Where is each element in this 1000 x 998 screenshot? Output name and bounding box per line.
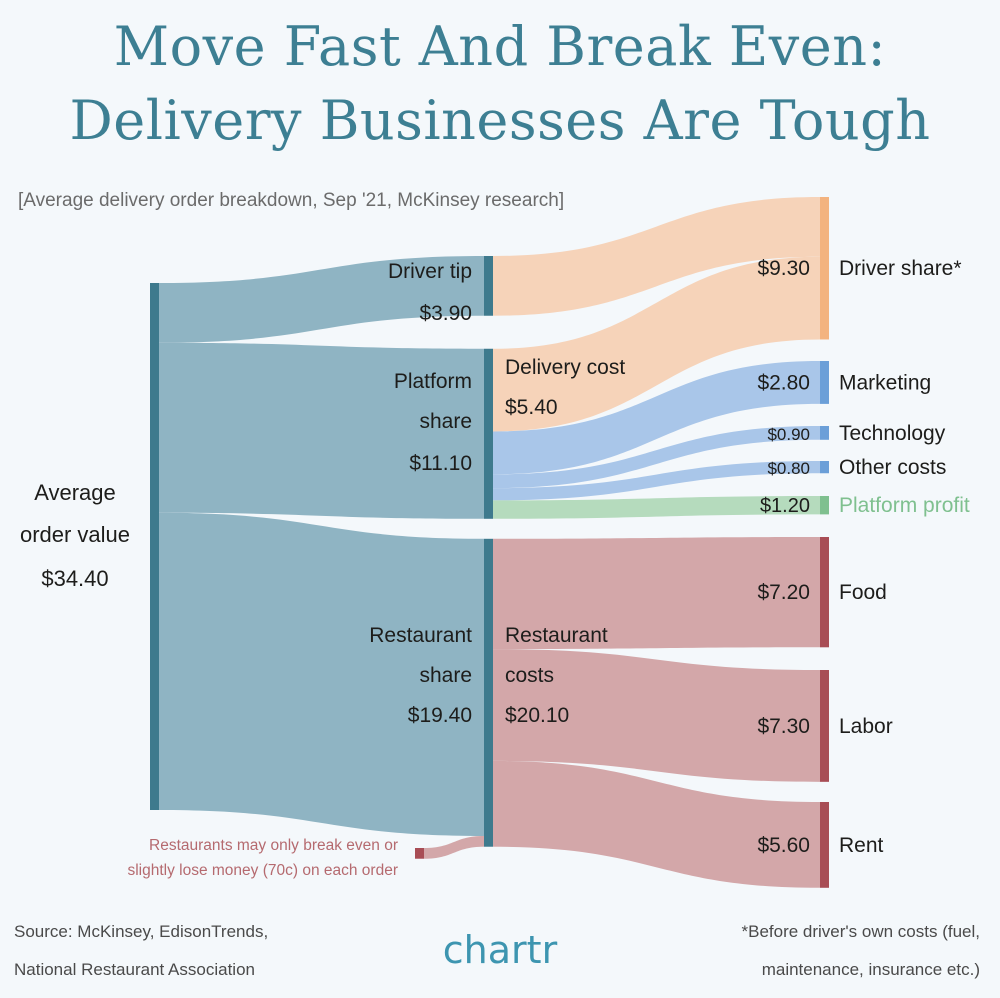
value-food: $7.20 xyxy=(757,581,810,604)
link-restaurant-share-to-rent xyxy=(493,760,820,888)
label-restaurant-share-line-1: Restaurant xyxy=(369,624,472,647)
bar-food xyxy=(820,537,829,648)
footnote: *Before driver's own costs (fuel, mainte… xyxy=(741,913,980,989)
label-driver-tip: Driver tip xyxy=(388,260,472,283)
footnote-line-2: maintenance, insurance etc.) xyxy=(761,960,980,979)
label-average-order-value-line-2: order value xyxy=(20,522,130,547)
link-platform-share-to-marketing xyxy=(493,361,820,475)
bar-driver-tip xyxy=(484,256,493,316)
restaurant-loss-bar xyxy=(415,848,424,859)
label-delivery-cost: Delivery cost xyxy=(505,356,625,379)
source-line-2: National Restaurant Association xyxy=(14,960,255,979)
link-platform-share-to-technology xyxy=(493,426,820,489)
label-restaurant-costs-line-2: costs xyxy=(505,664,554,687)
label-technology: Technology xyxy=(839,422,946,445)
value-restaurant-share: $19.40 xyxy=(408,704,472,727)
annotation-line-1: Restaurants may only break even or xyxy=(149,837,398,854)
link-restaurant-share-to-food xyxy=(493,537,820,650)
title-line-2: Delivery Businesses Are Tough xyxy=(69,89,931,152)
bar-average-order-value xyxy=(150,283,159,810)
bar-technology xyxy=(820,426,829,440)
label-restaurant-costs-line-1: Restaurant xyxy=(505,624,608,647)
value-driver-share: $9.30 xyxy=(757,257,810,280)
label-marketing: Marketing xyxy=(839,371,931,394)
bar-labor xyxy=(820,670,829,782)
annotation-line-2: slightly lose money (70c) on each order xyxy=(127,862,398,879)
value-platform-share: $11.10 xyxy=(409,452,472,475)
value-labor: $7.30 xyxy=(757,715,810,738)
value-other-costs: $0.80 xyxy=(767,459,810,478)
value-platform-profit: $1.20 xyxy=(760,495,810,517)
label-platform-profit: Platform profit xyxy=(839,494,970,517)
value-marketing: $2.80 xyxy=(757,371,810,394)
link-restaurant-share-to-labor xyxy=(493,649,820,782)
source-line-1: Source: McKinsey, EdisonTrends, xyxy=(14,922,269,941)
label-platform-share-line-2: share xyxy=(419,410,472,433)
link-average-order-value-to-restaurant-share xyxy=(159,512,484,836)
bar-platform-profit xyxy=(820,496,829,515)
link-restaurant-loss xyxy=(424,836,484,859)
link-platform-share-to-platform-profit xyxy=(493,496,820,519)
value-restaurant-costs: $20.10 xyxy=(505,704,569,727)
link-platform-share-to-other-costs xyxy=(493,461,820,501)
value-driver-tip: $3.90 xyxy=(419,302,472,325)
bar-platform-share xyxy=(484,348,493,519)
bar-driver-share xyxy=(820,197,829,340)
label-labor: Labor xyxy=(839,715,893,738)
label-food: Food xyxy=(839,581,887,604)
source-note: Source: McKinsey, EdisonTrends, National… xyxy=(14,913,268,989)
value-average-order-value: $34.40 xyxy=(41,566,108,591)
brand-logo: chartr xyxy=(442,928,558,972)
bar-restaurant-share xyxy=(484,538,493,847)
link-driver-tip-to-driver-share xyxy=(493,197,820,316)
value-rent: $5.60 xyxy=(757,834,810,857)
label-driver-share: Driver share* xyxy=(839,257,962,280)
link-delivery-cost-to-driver-share xyxy=(493,256,820,432)
link-average-order-value-to-driver-tip xyxy=(159,256,484,343)
bar-other-costs xyxy=(820,461,829,474)
label-platform-share-line-1: Platform xyxy=(394,370,472,393)
subtitle: [Average delivery order breakdown, Sep '… xyxy=(18,190,565,211)
value-delivery-cost: $5.40 xyxy=(505,396,558,419)
link-average-order-value-to-platform-share xyxy=(159,342,484,519)
label-restaurant-share-line-2: share xyxy=(419,664,472,687)
bar-marketing xyxy=(820,361,829,404)
bar-rent xyxy=(820,802,829,888)
title-line-1: Move Fast And Break Even: xyxy=(113,15,887,78)
footnote-line-1: *Before driver's own costs (fuel, xyxy=(741,922,980,941)
label-other-costs: Other costs xyxy=(839,456,946,479)
value-technology: $0.90 xyxy=(767,425,810,444)
label-rent: Rent xyxy=(839,834,884,857)
label-average-order-value-line-1: Average xyxy=(34,480,116,505)
